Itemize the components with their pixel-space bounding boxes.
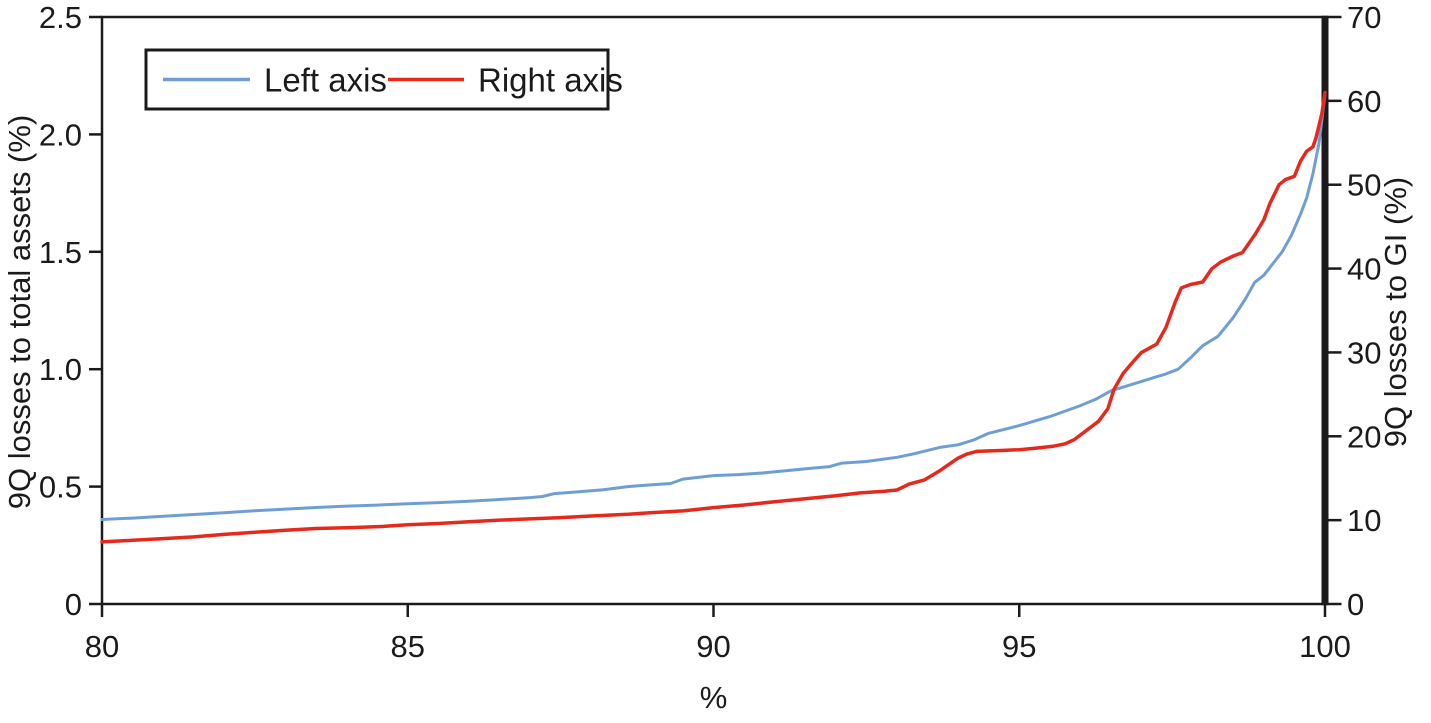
right-axis-tick-label: 70 bbox=[1347, 0, 1381, 35]
left-axis-tick-label: 1.0 bbox=[39, 352, 82, 387]
series-line-left bbox=[100, 93, 1327, 521]
right-axis-tick-label: 40 bbox=[1347, 252, 1381, 287]
left-axis-title: 9Q losses to total assets (%) bbox=[2, 115, 37, 510]
left-axis-tick-label: 1.5 bbox=[39, 235, 82, 270]
series-line-right bbox=[100, 90, 1327, 544]
x-axis-tick-label: 95 bbox=[1002, 629, 1036, 664]
x-axis-tick-label: 90 bbox=[696, 629, 730, 664]
right-axis-tick-label: 10 bbox=[1347, 503, 1381, 538]
legend-label-left-axis: Left axis bbox=[264, 62, 387, 99]
right-axis-title: 9Q losses to GI (%) bbox=[1378, 177, 1413, 447]
right-axis-tick-label: 0 bbox=[1347, 587, 1364, 622]
right-axis-tick-label: 60 bbox=[1347, 84, 1381, 119]
x-axis-tick-label: 100 bbox=[1299, 629, 1351, 664]
right-axis-tick-label: 30 bbox=[1347, 335, 1381, 370]
right-axis-tick-label: 50 bbox=[1347, 168, 1381, 203]
left-axis-tick-label: 2.5 bbox=[39, 0, 82, 35]
left-axis-tick-label: 2.0 bbox=[39, 117, 82, 152]
x-axis-tick-label: 80 bbox=[85, 629, 119, 664]
x-axis-title: % bbox=[700, 680, 728, 715]
x-axis-tick-label: 85 bbox=[391, 629, 425, 664]
left-axis-tick-label: 0.5 bbox=[39, 470, 82, 505]
left-axis-tick-label: 0 bbox=[65, 587, 82, 622]
legend-label-right-axis: Right axis bbox=[478, 62, 623, 99]
right-axis-tick-label: 20 bbox=[1347, 419, 1381, 454]
